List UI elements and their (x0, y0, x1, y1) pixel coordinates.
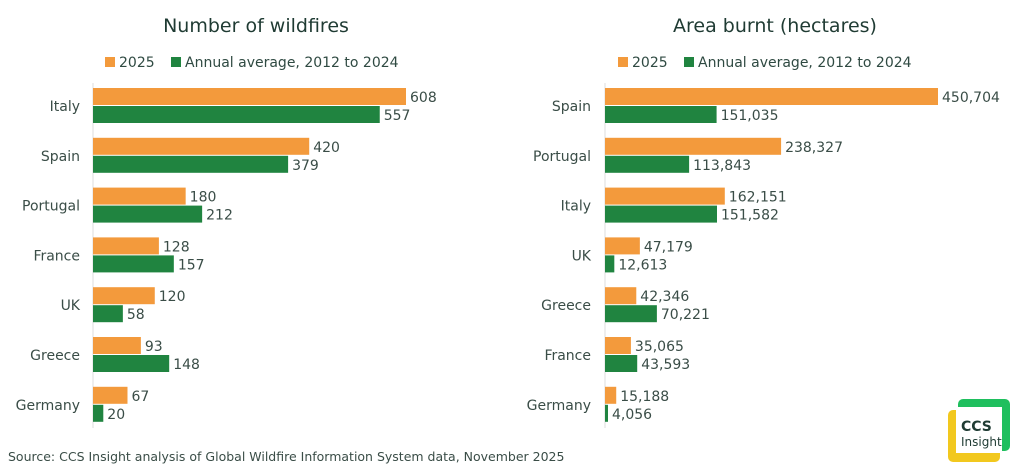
bar-average (605, 305, 657, 323)
bar-average (605, 155, 690, 173)
data-label: 58 (127, 307, 145, 323)
data-label: 113,843 (693, 158, 751, 174)
bar-2025 (605, 386, 617, 404)
data-label: 15,188 (620, 389, 669, 405)
data-label: 238,327 (785, 140, 843, 156)
bar-average (93, 155, 289, 173)
data-label: 162,151 (729, 190, 787, 206)
bar-average (93, 305, 123, 323)
data-label: 151,035 (721, 108, 779, 124)
category-label: Italy (50, 99, 80, 115)
data-label: 120 (159, 289, 186, 305)
data-label: 47,179 (644, 239, 693, 255)
bar-average (605, 404, 608, 422)
bar-average (605, 355, 638, 372)
bar-average (605, 106, 717, 123)
data-label: 151,582 (721, 208, 779, 224)
data-label: 12,613 (618, 257, 667, 273)
source-note: Source: CCS Insight analysis of Global W… (8, 449, 565, 464)
data-label: 180 (190, 190, 217, 206)
svg-text:CCS: CCS (961, 419, 992, 435)
legend-label-2025: 2025 (119, 55, 155, 71)
legend-swatch-2025 (618, 57, 628, 67)
data-label: 379 (292, 158, 319, 174)
data-label: 420 (313, 140, 340, 156)
bar-average (93, 355, 170, 372)
data-label: 20 (107, 407, 125, 423)
category-label: Greece (30, 348, 80, 364)
bar-2025 (93, 386, 128, 404)
data-label: 67 (131, 389, 149, 405)
bar-average (93, 106, 380, 123)
bar-2025 (93, 237, 159, 255)
ccs-insight-logo: CCS Insight (948, 399, 1010, 462)
category-label: Spain (41, 149, 80, 165)
bar-2025 (93, 88, 406, 105)
data-label: 42,346 (640, 289, 689, 305)
category-label: Germany (527, 398, 591, 414)
data-label: 70,221 (661, 307, 710, 323)
bar-2025 (93, 337, 141, 354)
bar-2025 (605, 88, 938, 105)
bar-2025 (605, 137, 782, 155)
bar-2025 (93, 187, 186, 205)
category-label: Spain (552, 99, 591, 115)
data-label: 450,704 (942, 90, 1000, 106)
bar-2025 (605, 237, 640, 255)
legend-label-average: Annual average, 2012 to 2024 (185, 55, 399, 71)
category-label: France (544, 348, 591, 364)
category-label: Germany (16, 398, 80, 414)
bar-2025 (93, 137, 310, 155)
bar-average (93, 205, 203, 223)
data-label: 212 (206, 208, 233, 224)
chart-title: Number of wildfires (163, 15, 349, 37)
data-label: 157 (178, 257, 205, 273)
data-label: 128 (163, 239, 190, 255)
category-label: UK (61, 298, 81, 314)
bar-average (605, 205, 717, 223)
legend-swatch-2025 (105, 57, 115, 67)
svg-text:Insight: Insight (961, 435, 1002, 449)
bar-average (93, 255, 174, 273)
bar-average (605, 255, 615, 273)
data-label: 43,593 (641, 357, 690, 373)
data-label: 4,056 (612, 407, 652, 423)
category-label: Portugal (533, 149, 591, 165)
bar-2025 (605, 287, 637, 305)
chart-title: Area burnt (hectares) (673, 15, 877, 37)
legend-label-2025: 2025 (632, 55, 668, 71)
category-label: Greece (541, 298, 591, 314)
bar-2025 (605, 337, 631, 354)
data-label: 93 (145, 339, 163, 355)
data-label: 148 (173, 357, 200, 373)
legend-swatch-average (684, 57, 694, 67)
category-label: Italy (561, 199, 591, 215)
category-label: France (33, 248, 80, 264)
bar-2025 (93, 287, 155, 305)
data-label: 557 (384, 108, 411, 124)
bar-average (93, 404, 104, 422)
data-label: 608 (410, 90, 437, 106)
legend-label-average: Annual average, 2012 to 2024 (698, 55, 912, 71)
category-label: UK (572, 248, 592, 264)
category-label: Portugal (22, 199, 80, 215)
legend-swatch-average (171, 57, 181, 67)
data-label: 35,065 (635, 339, 684, 355)
bar-2025 (605, 187, 725, 205)
